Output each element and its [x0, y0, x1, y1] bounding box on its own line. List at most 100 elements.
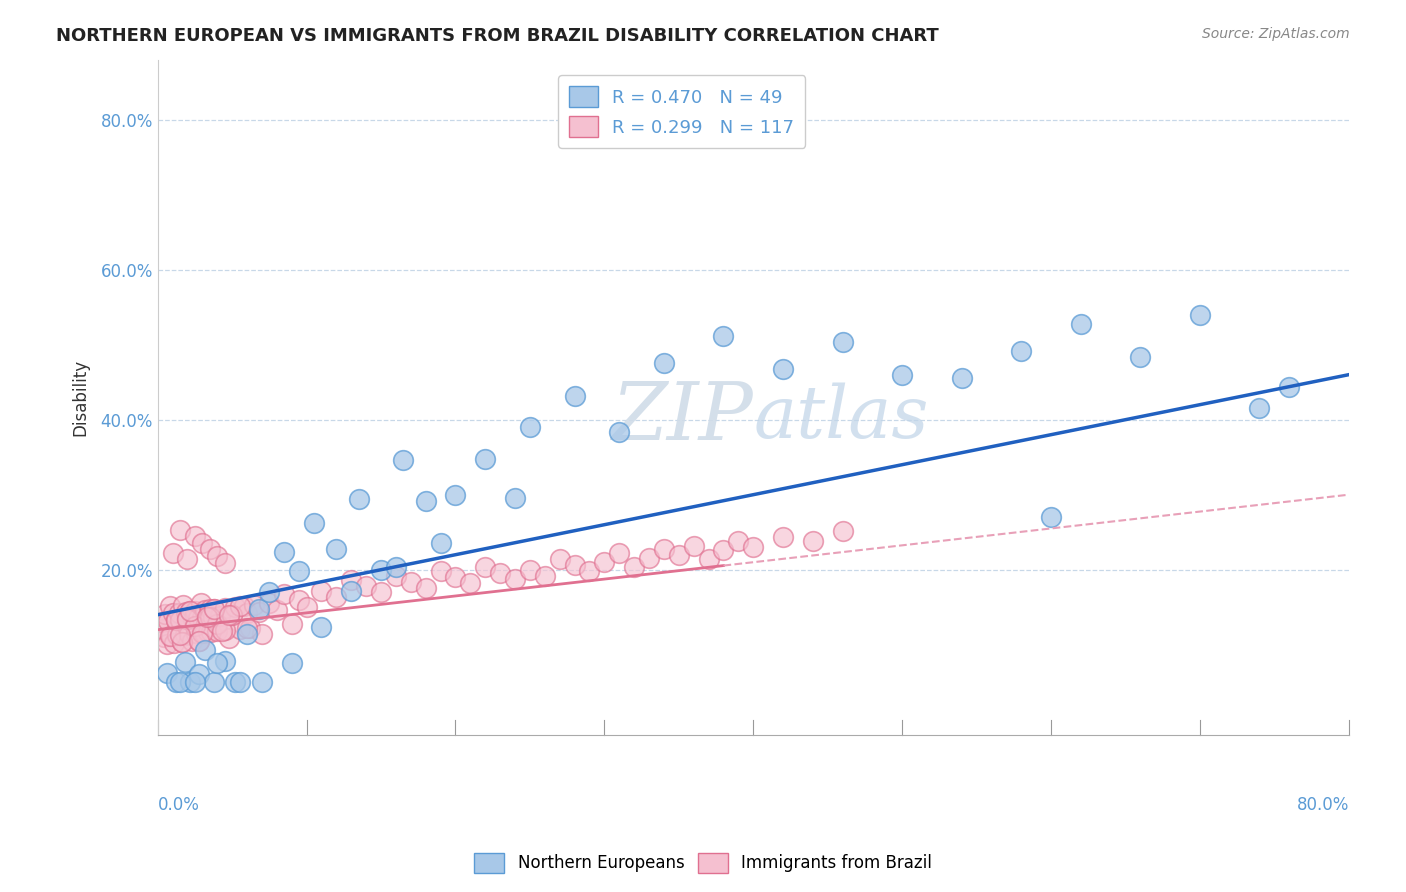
Point: [564, 558, 586, 573]
Point: [165, 675, 187, 690]
Point: [162, 546, 184, 560]
Point: [564, 389, 586, 403]
Y-axis label: Disability: Disability: [72, 359, 89, 435]
Point: [179, 604, 201, 618]
Point: [224, 675, 246, 690]
Point: [224, 599, 246, 614]
Point: [179, 604, 201, 618]
Point: [429, 535, 451, 549]
Point: [233, 599, 256, 613]
Point: [187, 611, 209, 625]
Point: [159, 629, 181, 643]
Point: [200, 624, 222, 639]
Point: [170, 635, 193, 649]
Point: [1188, 308, 1211, 322]
Point: [177, 627, 200, 641]
Point: [444, 570, 467, 584]
Text: 0.0%: 0.0%: [157, 796, 200, 814]
Point: [183, 612, 205, 626]
Text: NORTHERN EUROPEAN VS IMMIGRANTS FROM BRAZIL DISABILITY CORRELATION CHART: NORTHERN EUROPEAN VS IMMIGRANTS FROM BRA…: [56, 27, 939, 45]
Point: [173, 655, 195, 669]
Point: [1040, 510, 1063, 524]
Point: [165, 614, 187, 628]
Point: [239, 621, 262, 635]
Point: [519, 563, 541, 577]
Point: [772, 530, 794, 544]
Point: [228, 622, 250, 636]
Point: [503, 572, 526, 586]
Point: [218, 631, 240, 645]
Point: [191, 611, 214, 625]
Point: [170, 635, 193, 649]
Point: [340, 573, 363, 587]
Point: [266, 603, 288, 617]
Point: [519, 420, 541, 434]
Point: [184, 529, 207, 543]
Point: [149, 623, 172, 637]
Point: [1129, 350, 1152, 364]
Point: [713, 328, 735, 343]
Point: [415, 581, 437, 595]
Point: [638, 550, 661, 565]
Point: [163, 636, 186, 650]
Point: [273, 545, 295, 559]
Point: [607, 546, 630, 560]
Point: [325, 541, 347, 556]
Point: [207, 616, 229, 631]
Point: [209, 608, 232, 623]
Point: [176, 612, 198, 626]
Point: [607, 425, 630, 439]
Point: [247, 605, 270, 619]
Point: [169, 523, 191, 537]
Point: [174, 605, 197, 619]
Point: [207, 624, 229, 639]
Text: ZIP: ZIP: [612, 379, 754, 456]
Point: [181, 634, 204, 648]
Point: [280, 616, 302, 631]
Point: [157, 614, 180, 628]
Point: [159, 599, 181, 613]
Point: [250, 675, 273, 690]
Point: [243, 598, 266, 612]
Point: [202, 675, 225, 690]
Point: [176, 612, 198, 626]
Point: [194, 643, 217, 657]
Point: [1249, 401, 1271, 415]
Point: [228, 599, 250, 614]
Point: [198, 610, 221, 624]
Point: [347, 492, 370, 507]
Point: [191, 535, 214, 549]
Point: [228, 675, 250, 690]
Point: [202, 602, 225, 616]
Text: 80.0%: 80.0%: [1296, 796, 1348, 814]
Point: [193, 625, 215, 640]
Point: [311, 583, 333, 598]
Point: [150, 615, 173, 629]
Point: [160, 629, 183, 643]
Point: [218, 607, 240, 622]
Point: [236, 621, 259, 635]
Point: [370, 563, 392, 577]
Point: [184, 619, 207, 633]
Point: [198, 602, 221, 616]
Point: [211, 624, 233, 638]
Point: [280, 656, 302, 670]
Point: [950, 370, 973, 384]
Point: [186, 626, 208, 640]
Point: [167, 606, 190, 620]
Point: [188, 666, 211, 681]
Point: [152, 630, 174, 644]
Point: [831, 524, 853, 538]
Point: [221, 607, 243, 622]
Point: [891, 368, 914, 382]
Point: [165, 614, 187, 628]
Point: [259, 597, 281, 611]
Point: [474, 451, 496, 466]
Point: [1070, 317, 1092, 331]
Point: [429, 564, 451, 578]
Point: [593, 555, 616, 569]
Point: [184, 675, 207, 690]
Point: [503, 491, 526, 505]
Point: [474, 559, 496, 574]
Point: [772, 361, 794, 376]
